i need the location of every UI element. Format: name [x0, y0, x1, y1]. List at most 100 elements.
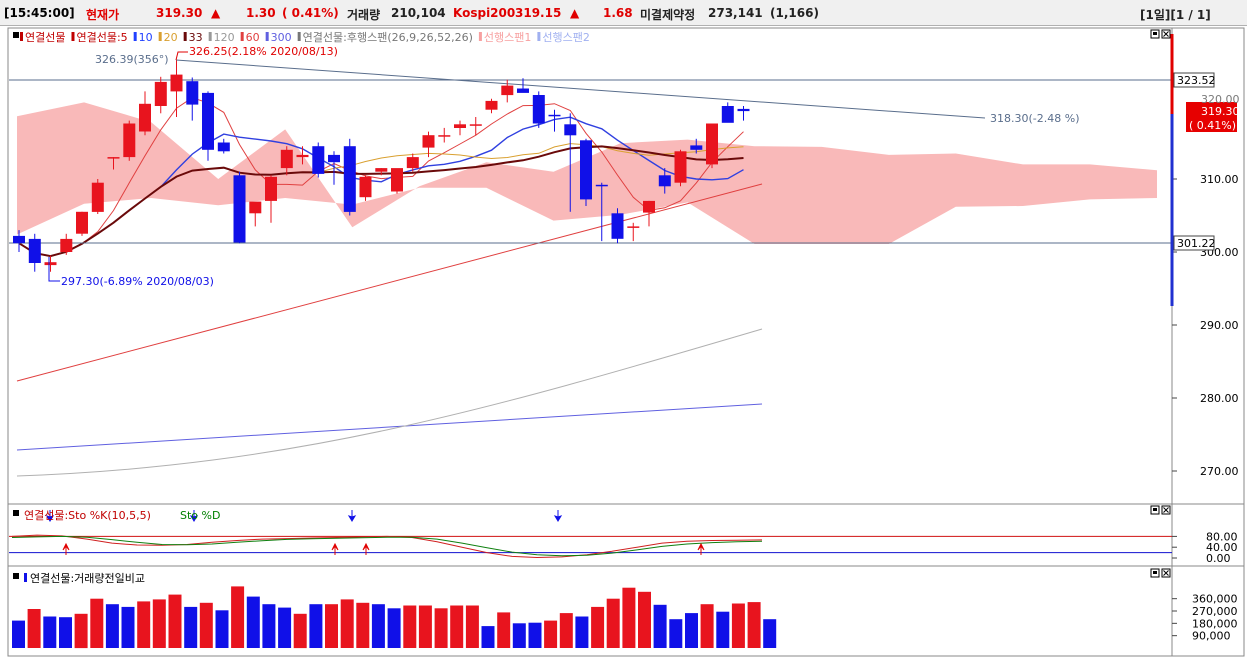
stoch-k-line: [11, 534, 763, 559]
sell-signal-arrow-icon: [45, 510, 55, 522]
candle-body: [217, 142, 230, 152]
candle-body: [501, 85, 514, 96]
stoch-panel-frame: [7, 503, 1173, 567]
hline-bottom-value: 301.22: [1177, 237, 1216, 250]
candle-body: [28, 238, 41, 263]
candle-body: [737, 108, 750, 112]
volume-bar: [622, 587, 636, 648]
volume-bar: [43, 616, 57, 648]
volume-bar: [59, 617, 72, 648]
volume-legend: 연결선물:거래량전일비교: [30, 571, 145, 585]
candle-body: [517, 88, 529, 93]
volume-bar: [716, 611, 730, 648]
candle-body: [139, 103, 151, 132]
candle-body: [406, 157, 419, 169]
volume-bar: [184, 606, 198, 648]
volume-bar: [371, 604, 385, 648]
legend-swatch: [240, 32, 244, 41]
candle-body: [107, 157, 120, 159]
volume-bar: [559, 613, 573, 648]
quote-time: [15:45:00]: [4, 6, 75, 20]
stoch-tick-label: 80.00: [1206, 530, 1238, 543]
candle-body: [359, 176, 372, 198]
volume-bar: [90, 598, 104, 648]
legend-swatch: [133, 32, 137, 41]
volume-bar: [591, 606, 605, 648]
candle-body: [454, 124, 466, 128]
price-change-pct: ( 0.41%): [282, 6, 339, 20]
volume-tick-label: 360,000: [1192, 593, 1238, 606]
volume-bar: [387, 608, 401, 648]
legend-item: 20: [164, 31, 178, 44]
candle-body: [13, 235, 25, 244]
legend-swatch: [208, 32, 212, 41]
candle-body: [296, 154, 309, 158]
open-interest-value: 273,141: [708, 6, 763, 20]
candle-body: [548, 114, 561, 117]
legend-swatch: [158, 32, 162, 41]
volume-bar: [450, 605, 464, 648]
volume-bar: [497, 612, 511, 648]
volume-bar: [27, 609, 41, 648]
volume-tick-label: 180,000: [1192, 617, 1238, 630]
volume-axis-frame: [1171, 565, 1245, 657]
candle-body: [532, 95, 545, 124]
legend-item: 선행스팬2: [542, 31, 589, 44]
high-label: 326.25(2.18% 2020/08/13): [189, 45, 338, 58]
volume-bar: [105, 604, 119, 648]
low-marker: [48, 257, 60, 282]
legend-item: 연결선물:5: [76, 31, 127, 44]
price-legend: 연결선물 연결선물:5 10 20 33 120 60 300 연결선물:후행스팬(26,9,2…: [13, 31, 590, 44]
index-label: Kospi200: [453, 6, 516, 20]
trend-label: 318.30(-2.48 %): [990, 112, 1079, 125]
candle-body: [391, 168, 403, 192]
candle-body: [564, 124, 577, 136]
candle-body: [328, 154, 340, 163]
volume-bar: [74, 613, 88, 649]
volume-tick-label: 270,000: [1192, 605, 1238, 618]
candle-body: [312, 146, 325, 174]
volume-bar: [246, 596, 260, 648]
sell-signal-arrow-icon: [347, 510, 357, 522]
volume-panel-frame: [7, 565, 1173, 657]
volume-bar: [512, 623, 526, 648]
current-price-box: [1186, 102, 1237, 132]
legend-swatch: [537, 32, 541, 41]
volume-bar: [685, 613, 698, 648]
candle-body: [343, 146, 356, 212]
stoch-d-line: [11, 535, 763, 557]
close-icon: [1163, 31, 1169, 37]
volume-bar: [309, 604, 323, 648]
volume-bar: [434, 608, 448, 648]
current-price-label: 현재가: [86, 8, 120, 22]
panel-buttons[interactable]: [1150, 29, 1171, 578]
candle-body: [595, 184, 608, 187]
volume-bar: [747, 602, 761, 648]
volume-bar: [544, 620, 558, 648]
period-selector[interactable]: [1일][1 / 1]: [1140, 8, 1211, 22]
volume-label: 거래량: [347, 8, 381, 22]
price-change: 1.30: [246, 6, 276, 20]
chart-area[interactable]: 326.39(356°) 326.25(2.18% 2020/08/13) 297.…: [0, 26, 1247, 658]
candle-body: [690, 145, 703, 150]
legend-swatch: [24, 573, 27, 582]
price-tick-label: 280.00: [1200, 392, 1239, 405]
low-label: 297.30(-6.89% 2020/08/03): [61, 275, 214, 288]
candle-body: [485, 100, 498, 110]
candle-body: [580, 140, 592, 200]
volume-bar: [528, 622, 542, 648]
candle-body: [186, 81, 199, 105]
volume-bar: [137, 601, 151, 648]
sell-signal-arrow-icon: [553, 510, 563, 522]
price-axis: 310.00300.00290.00280.00270.00323.52301.…: [1170, 34, 1240, 478]
legend-swatch: [478, 32, 482, 41]
buy-signal-arrow-icon: [62, 542, 70, 555]
restore-icon: [1153, 508, 1157, 511]
price-tick-label: 270.00: [1200, 465, 1239, 478]
candle-body: [422, 135, 435, 148]
hline-top-box: [1173, 72, 1215, 88]
candle-body: [643, 200, 655, 213]
candle-body: [76, 211, 88, 234]
